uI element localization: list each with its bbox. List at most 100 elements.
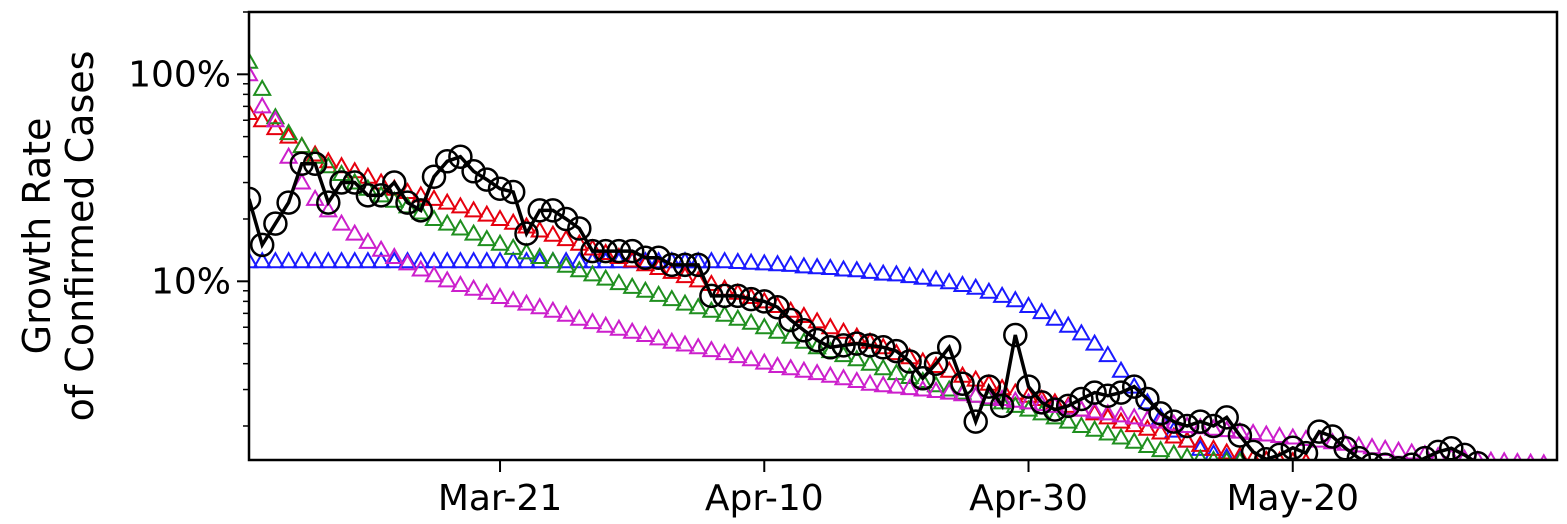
data-point-triangle	[437, 213, 457, 231]
y-tick-label: 100%	[128, 54, 231, 95]
data-point-triangle	[873, 358, 893, 376]
data-point-triangle	[344, 223, 365, 241]
data-point-triangle	[860, 353, 880, 371]
data-point-circle	[976, 374, 1002, 399]
data-point-triangle	[503, 251, 523, 269]
data-point-triangle	[820, 257, 841, 275]
data-point-triangle	[249, 64, 259, 82]
data-point-circle	[685, 252, 711, 278]
data-point-triangle	[609, 318, 629, 336]
data-point-triangle	[886, 376, 907, 394]
data-point-triangle	[249, 251, 259, 269]
data-point-triangle	[1164, 443, 1184, 460]
data-point-triangle	[767, 254, 788, 272]
data-point-circle	[1201, 413, 1226, 439]
data-point-triangle	[899, 378, 920, 396]
data-point-circle	[1161, 409, 1187, 434]
data-point-triangle	[913, 267, 933, 285]
data-point-circle	[857, 333, 883, 358]
data-point-triangle	[1071, 323, 1092, 341]
data-point-triangle	[754, 253, 775, 271]
data-point-triangle	[582, 312, 603, 330]
data-point-triangle	[688, 297, 708, 315]
data-point-triangle	[820, 365, 841, 383]
data-point-circle	[712, 283, 737, 309]
data-point-triangle	[344, 251, 365, 269]
data-point-circle	[500, 179, 526, 205]
data-point-triangle	[477, 282, 497, 300]
data-point-triangle	[450, 218, 471, 236]
data-point-triangle	[265, 110, 286, 128]
data-point-triangle	[847, 370, 867, 388]
data-point-circle	[844, 331, 870, 356]
data-point-circle	[395, 190, 420, 215]
data-point-circle	[1306, 419, 1332, 444]
data-point-circle	[1389, 455, 1408, 460]
data-point-triangle	[437, 192, 457, 210]
data-point-triangle	[675, 293, 695, 311]
data-point-circle	[368, 183, 394, 208]
data-point-circle	[593, 238, 618, 264]
data-point-triangle	[662, 289, 682, 307]
data-point-triangle	[622, 276, 642, 294]
data-point-triangle	[318, 251, 339, 269]
data-point-triangle	[1111, 427, 1131, 445]
data-point-circle	[487, 176, 513, 201]
data-point-circle	[725, 283, 751, 309]
data-point-triangle	[965, 277, 986, 295]
data-point-triangle	[992, 285, 1012, 303]
data-point-triangle	[965, 385, 986, 403]
data-point-triangle	[1045, 308, 1065, 326]
data-point-triangle	[490, 233, 510, 251]
data-point-triangle	[331, 251, 352, 269]
data-point-circle	[1214, 405, 1239, 430]
x-tick-label: Mar-21	[438, 478, 562, 519]
data-point-triangle	[318, 200, 339, 218]
data-point-triangle	[1111, 360, 1131, 378]
data-point-triangle	[384, 251, 405, 269]
data-point-triangle	[252, 251, 272, 269]
data-point-triangle	[820, 317, 841, 335]
data-point-triangle	[701, 340, 722, 358]
data-point-triangle	[794, 256, 814, 274]
data-point-circle	[633, 245, 658, 270]
data-point-triangle	[1098, 403, 1118, 421]
data-point-triangle	[728, 308, 748, 326]
data-point-circle	[1095, 383, 1121, 408]
data-point-triangle	[1031, 302, 1052, 320]
data-point-circle	[804, 327, 830, 353]
data-point-triangle	[595, 315, 616, 333]
data-point-triangle	[1098, 407, 1118, 425]
data-point-circle	[1082, 380, 1107, 405]
data-point-triangle	[1203, 438, 1224, 456]
x-tick-label: Apr-10	[705, 478, 824, 519]
data-point-triangle	[926, 355, 946, 373]
data-point-circle	[1465, 451, 1490, 460]
data-point-triangle	[767, 355, 788, 373]
data-point-triangle	[450, 274, 471, 292]
data-point-triangle	[1179, 446, 1195, 460]
data-point-circle	[1135, 386, 1160, 412]
data-point-triangle	[1005, 290, 1026, 308]
data-point-triangle	[1246, 448, 1260, 460]
data-point-circle	[1174, 413, 1200, 439]
data-point-triangle	[344, 161, 365, 179]
data-point-triangle	[318, 156, 339, 174]
data-point-triangle	[503, 212, 523, 230]
data-point-triangle	[662, 331, 682, 349]
data-point-circle	[1227, 423, 1253, 448]
data-point-triangle	[569, 260, 590, 278]
data-point-triangle	[807, 311, 827, 329]
data-point-triangle	[503, 237, 523, 255]
data-point-triangle	[648, 284, 669, 302]
data-point-triangle	[1058, 315, 1078, 333]
data-point-triangle	[292, 251, 312, 269]
data-point-triangle	[397, 253, 418, 271]
data-point-triangle	[886, 264, 907, 282]
data-point-triangle	[860, 261, 880, 279]
data-point-triangle	[622, 250, 642, 268]
data-point-circle	[619, 238, 645, 264]
data-point-triangle	[503, 290, 523, 308]
data-point-triangle	[754, 352, 775, 370]
data-point-circle	[1069, 386, 1094, 412]
